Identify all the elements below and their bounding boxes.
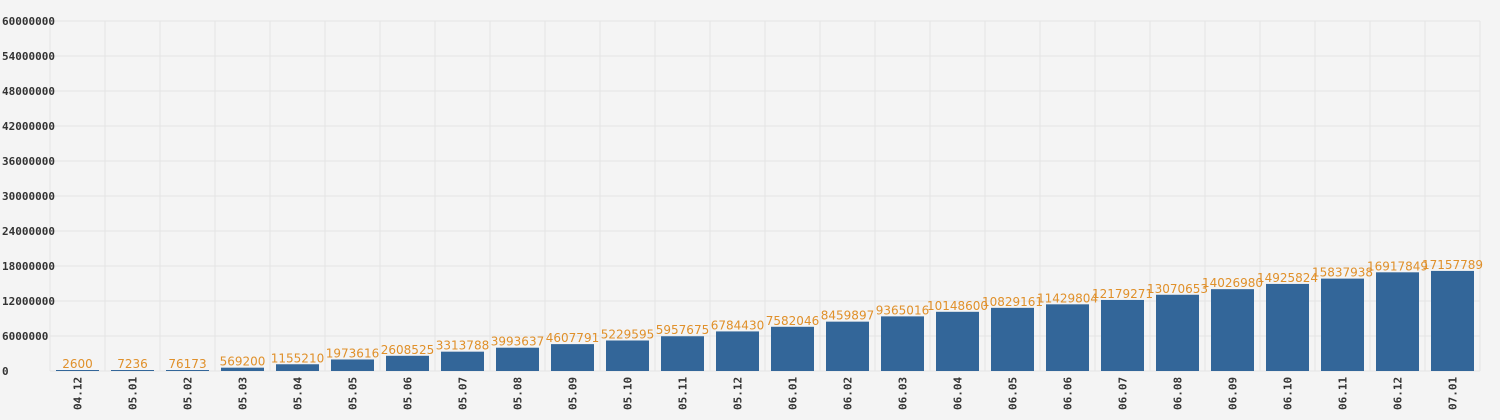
data-label: 7236: [117, 357, 148, 371]
data-label: 1155210: [271, 351, 324, 365]
y-tick-label: 18000000: [2, 260, 55, 273]
bar: [991, 307, 1034, 371]
data-label: 14925824: [1257, 271, 1318, 285]
x-tick-label: 06.04: [952, 377, 965, 410]
x-tick-label: 06.05: [1007, 377, 1020, 410]
bar: [56, 370, 99, 371]
x-tick-label: 06.01: [787, 377, 800, 410]
x-tick-label: 06.08: [1172, 377, 1185, 410]
data-label: 10829161: [982, 295, 1043, 309]
x-axis: 04.12 05.01 05.02 05.03 05.04 05.05 05.06 05.07…: [72, 377, 1460, 410]
x-tick-label: 07.01: [1447, 377, 1460, 410]
y-tick-label: 54000000: [2, 50, 55, 63]
data-label: 17157789: [1422, 258, 1483, 272]
data-label: 8459897: [821, 309, 874, 323]
data-label: 7582046: [766, 314, 819, 328]
data-labels: 2600 7236 76173 569200 1155210 1973616 2608525…: [62, 258, 1483, 371]
bar: [276, 364, 319, 371]
data-label: 13070653: [1147, 282, 1208, 296]
x-tick-label: 05.06: [402, 377, 415, 410]
data-label: 10148600: [927, 299, 988, 313]
x-tick-label: 05.05: [347, 377, 360, 410]
data-label: 76173: [168, 357, 206, 371]
y-axis: 0 6000000 12000000 18000000 24000000 30000000…: [2, 15, 55, 378]
bar: [1376, 272, 1419, 371]
x-tick-label: 05.10: [622, 377, 635, 410]
bar: [1266, 283, 1309, 371]
bar: [111, 370, 154, 371]
data-label: 5957675: [656, 323, 709, 337]
y-tick-label: 0: [2, 365, 9, 378]
bar: [331, 359, 374, 371]
bar: [496, 347, 539, 371]
y-tick-label: 36000000: [2, 155, 55, 168]
x-tick-label: 05.04: [292, 377, 305, 410]
bar: [1046, 304, 1089, 371]
y-tick-label: 30000000: [2, 190, 55, 203]
data-label: 5229595: [601, 327, 654, 341]
bar: [936, 311, 979, 371]
bar: [166, 370, 209, 371]
x-tick-label: 05.01: [127, 377, 140, 410]
bar: [1101, 299, 1144, 371]
y-tick-label: 12000000: [2, 295, 55, 308]
data-label: 11429804: [1037, 291, 1098, 305]
bar: [826, 321, 869, 371]
x-tick-label: 04.12: [72, 377, 85, 410]
bar: [716, 331, 759, 371]
x-tick-label: 06.02: [842, 377, 855, 410]
x-tick-label: 05.03: [237, 377, 250, 410]
data-label: 2608525: [381, 343, 434, 357]
x-tick-label: 05.02: [182, 377, 195, 410]
bar: [606, 340, 649, 371]
bar: [661, 336, 704, 371]
bar: [881, 316, 924, 371]
data-label: 9365016: [876, 303, 929, 317]
data-label: 16917849: [1367, 259, 1428, 273]
bar: [1156, 294, 1199, 371]
data-label: 1973616: [326, 346, 379, 360]
data-label: 3993637: [491, 335, 544, 349]
x-tick-label: 06.09: [1227, 377, 1240, 410]
bar: [771, 326, 814, 371]
data-label: 14026980: [1202, 276, 1263, 290]
bar: [1321, 278, 1364, 371]
y-tick-label: 48000000: [2, 85, 55, 98]
x-tick-label: 06.11: [1337, 377, 1350, 410]
grid-lines: [49, 20, 1481, 372]
data-label: 12179271: [1092, 287, 1153, 301]
bar: [441, 351, 484, 371]
bar: [221, 367, 264, 371]
bar: [1211, 289, 1254, 371]
bars: [56, 270, 1474, 371]
data-label: 4607791: [546, 331, 599, 345]
y-tick-label: 24000000: [2, 225, 55, 238]
data-label: 569200: [220, 355, 266, 369]
x-tick-label: 06.12: [1392, 377, 1405, 410]
bar: [386, 355, 429, 371]
y-tick-label: 42000000: [2, 120, 55, 133]
y-tick-label: 60000000: [2, 15, 55, 28]
bar: [551, 344, 594, 371]
x-tick-label: 05.08: [512, 377, 525, 410]
data-label: 15837938: [1312, 266, 1373, 280]
data-label: 6784430: [711, 318, 764, 332]
x-tick-label: 06.06: [1062, 377, 1075, 410]
x-tick-label: 05.09: [567, 377, 580, 410]
y-tick-label: 6000000: [2, 330, 48, 343]
x-tick-label: 05.07: [457, 377, 470, 410]
x-tick-label: 06.03: [897, 377, 910, 410]
x-tick-label: 06.07: [1117, 377, 1130, 410]
x-tick-label: 06.10: [1282, 377, 1295, 410]
data-label: 3313788: [436, 339, 489, 353]
bar: [1431, 270, 1474, 371]
data-label: 2600: [62, 357, 93, 371]
x-tick-label: 05.12: [732, 377, 745, 410]
x-tick-label: 05.11: [677, 377, 690, 410]
